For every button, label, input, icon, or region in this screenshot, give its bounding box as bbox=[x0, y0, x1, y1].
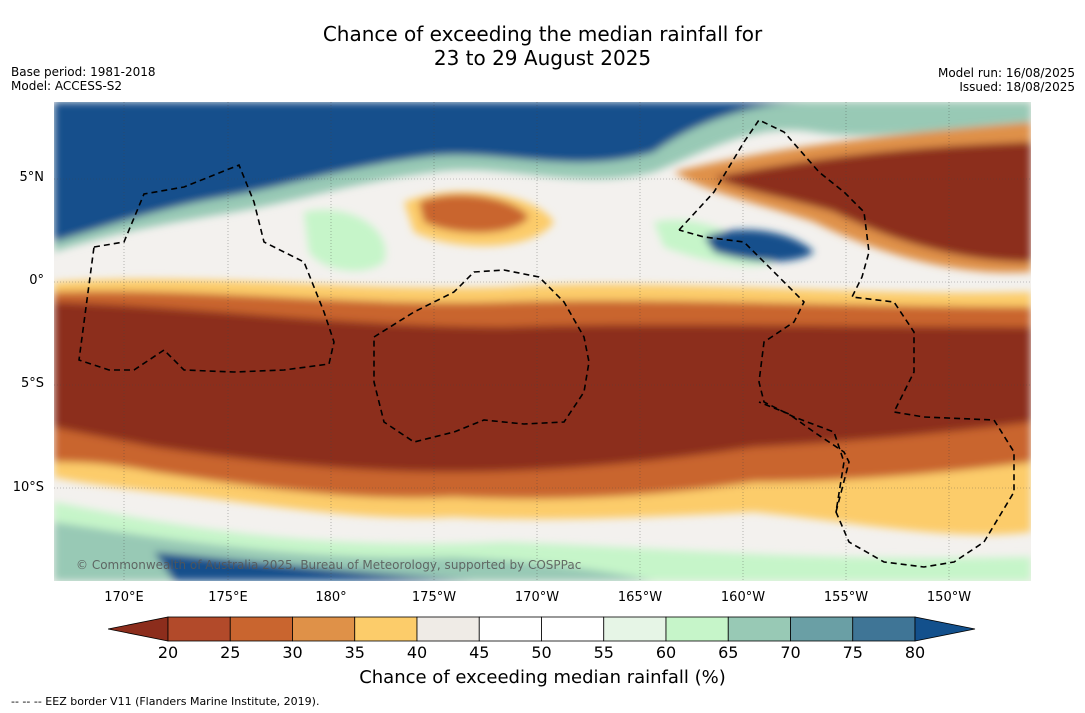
eez-legend: -- -- -- EEZ border V11 (Flanders Marine… bbox=[11, 695, 320, 708]
lon-label-165w: 165°W bbox=[617, 590, 663, 605]
colorbar-tick-label: 55 bbox=[593, 643, 614, 662]
eez-borders bbox=[78, 118, 1015, 568]
ne-dry-blob bbox=[704, 229, 814, 262]
colorbar-segment bbox=[541, 616, 605, 642]
colorbar-tick-label: 70 bbox=[780, 643, 801, 662]
northern-dry-band bbox=[54, 102, 814, 242]
colorbar bbox=[107, 616, 978, 646]
colorbar-tick-label: 80 bbox=[904, 643, 926, 662]
colorbar-segment bbox=[354, 616, 418, 642]
copyright-notice: © Commonwealth of Australia 2025, Bureau… bbox=[76, 558, 582, 572]
issued-date: Issued: 18/08/2025 bbox=[959, 80, 1075, 94]
graticule bbox=[54, 102, 1031, 581]
colorbar-arrow-high bbox=[914, 616, 976, 642]
lon-label-170w: 170°W bbox=[514, 590, 560, 605]
s-dry-band bbox=[154, 552, 474, 581]
rainfall-map bbox=[54, 102, 1031, 581]
model-run: Model run: 16/08/2025 bbox=[937, 66, 1075, 80]
colorbar-tick-label: 60 bbox=[655, 643, 677, 662]
colorbar-segment bbox=[478, 616, 542, 642]
title-line-1: Chance of exceeding the median rainfall … bbox=[322, 22, 763, 46]
lon-label-170e: 170°E bbox=[104, 590, 144, 605]
main-wet-band-core bbox=[54, 302, 1031, 472]
colorbar-tick-label: 20 bbox=[157, 643, 179, 662]
lat-label-5n: 5°N bbox=[19, 170, 45, 185]
title-line-2: 23 to 29 August 2025 bbox=[433, 46, 652, 70]
colorbar-segment bbox=[292, 616, 356, 642]
lon-label-160w: 160°W bbox=[720, 590, 766, 605]
colorbar-tick-label: 30 bbox=[282, 643, 303, 662]
colorbar-segment bbox=[416, 616, 480, 642]
meta-right: Model run: 16/08/2025 Issued: 18/08/2025 bbox=[938, 66, 1075, 94]
colorbar-segment bbox=[665, 616, 729, 642]
meta-left: Base period: 1981-2018 Model: ACCESS-S2 bbox=[11, 65, 156, 93]
lon-label-155w: 155°W bbox=[823, 590, 869, 605]
base-period: Base period: 1981-2018 bbox=[11, 65, 156, 79]
colorbar-tick-label: 50 bbox=[531, 643, 552, 662]
lon-label-175e: 175°E bbox=[208, 590, 248, 605]
colorbar-segment bbox=[790, 616, 854, 642]
lat-label-10s: 10°S bbox=[12, 480, 44, 495]
colorbar-tick-label: 45 bbox=[469, 643, 490, 662]
lat-label-0: 0° bbox=[29, 273, 44, 288]
colorbar-segment bbox=[603, 616, 667, 642]
colorbar-svg bbox=[107, 616, 976, 642]
colorbar-tick-label: 65 bbox=[718, 643, 739, 662]
colorbar-segment bbox=[727, 616, 791, 642]
model-name: Model: ACCESS-S2 bbox=[11, 79, 123, 93]
colorbar-label: Chance of exceeding median rainfall (%) bbox=[359, 667, 726, 688]
lon-label-150w: 150°W bbox=[926, 590, 972, 605]
ne-wet-band bbox=[714, 142, 1031, 262]
colorbar-tick-label: 75 bbox=[842, 643, 863, 662]
lon-label-180: 180° bbox=[315, 590, 347, 605]
colorbar-segment bbox=[229, 616, 293, 642]
colorbar-tick-label: 25 bbox=[220, 643, 241, 662]
lon-label-175w: 175°W bbox=[411, 590, 457, 605]
colorbar-arrow-low bbox=[107, 616, 169, 642]
map-title: Chance of exceeding the median rainfall … bbox=[0, 22, 1085, 70]
lat-label-5s: 5°S bbox=[20, 376, 44, 391]
colorbar-segment bbox=[852, 616, 916, 642]
green-patch-1 bbox=[304, 210, 386, 271]
colorbar-tick-label: 40 bbox=[406, 643, 428, 662]
colorbar-segment bbox=[167, 616, 231, 642]
n-wet-blob bbox=[419, 194, 529, 233]
map-canvas bbox=[54, 102, 1031, 581]
colorbar-tick-label: 35 bbox=[344, 643, 365, 662]
